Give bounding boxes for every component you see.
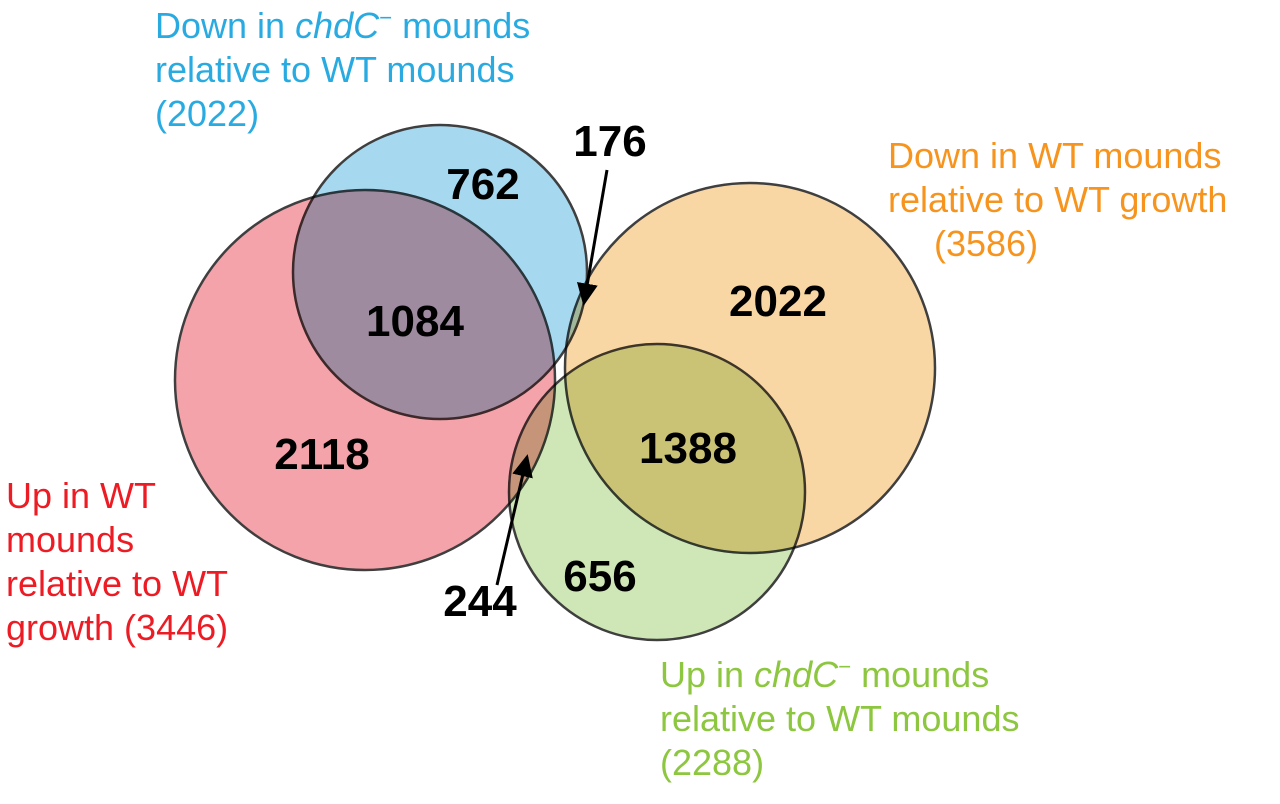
- green-set-label-line1: Up in chdC− mounds: [660, 654, 990, 695]
- blue-set-label-line1: Down in chdC− mounds: [155, 5, 531, 46]
- count-orange-only: 2022: [729, 277, 827, 326]
- blue-set-circle: [291, 123, 589, 421]
- green-set-label-line2: relative to WT mounds: [660, 697, 1020, 739]
- count-green-orange-overlap: 1388: [639, 424, 737, 473]
- orange-set-label: Down in WT mounds relative to WT growth …: [888, 134, 1227, 266]
- count-red-green-overlap: 244: [443, 577, 517, 626]
- count-blue-red-overlap: 1084: [366, 297, 464, 346]
- green-set-label: Up in chdC− mounds relative to WT mounds…: [660, 653, 1019, 785]
- blue-set-label-total: (2022): [155, 92, 260, 134]
- red-set-label-total: growth (3446): [6, 606, 229, 648]
- arrow-to-244-region: [495, 454, 533, 586]
- orange-set-label-line2: relative to WT growth: [888, 178, 1228, 220]
- orange-set-label-total: (3586): [934, 222, 1039, 264]
- green-set-label-total: (2288): [660, 741, 765, 783]
- count-green-only: 656: [563, 552, 637, 601]
- count-blue-orange-overlap: 176: [573, 117, 647, 166]
- red-set-label-line2: mounds: [6, 518, 135, 560]
- arrow-to-176-region: [576, 169, 609, 306]
- red-set-label-line1: Up in WT: [6, 475, 157, 516]
- red-set-label-line3: relative to WT: [6, 562, 229, 604]
- blue-set-label-line2: relative to WT mounds: [155, 48, 515, 90]
- red-set-label: Up in WT mounds relative to WT growth (3…: [6, 474, 228, 650]
- gene-superscript-minus: −: [838, 654, 852, 679]
- count-red-only: 2118: [274, 430, 370, 479]
- blue-set-label: Down in chdC− mounds relative to WT moun…: [155, 4, 530, 136]
- gene-name-chdc: chdC: [295, 5, 380, 46]
- count-blue-only: 762: [446, 160, 520, 209]
- orange-set-label-line1: Down in WT mounds: [888, 135, 1222, 176]
- gene-superscript-minus: −: [379, 5, 393, 30]
- gene-name-chdc: chdC: [754, 654, 839, 695]
